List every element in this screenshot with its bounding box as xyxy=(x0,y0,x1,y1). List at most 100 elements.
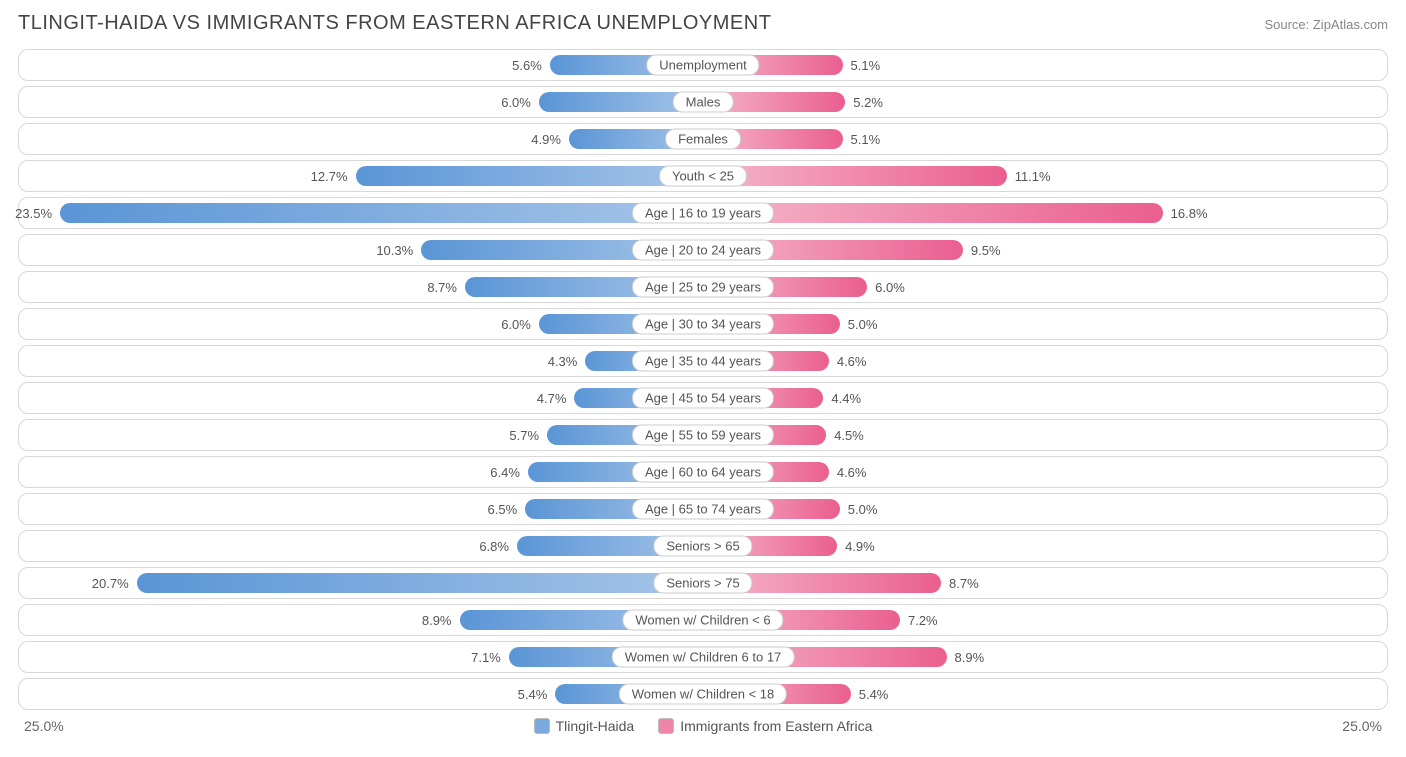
row-right-half: 4.4% xyxy=(703,383,1387,413)
bar-right-value: 5.0% xyxy=(840,317,878,332)
chart-row: 4.9% 5.1% Females xyxy=(18,123,1388,155)
row-right-half: 5.0% xyxy=(703,494,1387,524)
bar-right-value: 5.1% xyxy=(843,58,881,73)
bar-right-value: 5.0% xyxy=(840,502,878,517)
bar-right-value: 11.1% xyxy=(1007,169,1051,184)
legend-item-right: Immigrants from Eastern Africa xyxy=(658,718,872,734)
bar-right-value: 4.6% xyxy=(829,465,867,480)
row-left-half: 6.4% xyxy=(19,457,703,487)
bar-left-value: 5.4% xyxy=(518,687,556,702)
row-right-half: 8.9% xyxy=(703,642,1387,672)
bar-right-value: 8.9% xyxy=(947,650,985,665)
axis-left-max: 25.0% xyxy=(24,718,64,734)
bar-left-value: 12.7% xyxy=(311,169,356,184)
row-left-half: 6.8% xyxy=(19,531,703,561)
bar-left-value: 20.7% xyxy=(92,576,137,591)
row-right-half: 5.0% xyxy=(703,309,1387,339)
bar-left-value: 5.7% xyxy=(509,428,547,443)
row-left-half: 6.5% xyxy=(19,494,703,524)
row-left-half: 7.1% xyxy=(19,642,703,672)
bar-left: 12.7% xyxy=(356,166,703,186)
row-right-half: 7.2% xyxy=(703,605,1387,635)
bar-left-value: 6.5% xyxy=(488,502,526,517)
bar-right-value: 6.0% xyxy=(867,280,905,295)
row-left-half: 12.7% xyxy=(19,161,703,191)
row-left-half: 5.7% xyxy=(19,420,703,450)
chart-row: 7.1%8.9%Women w/ Children 6 to 17 xyxy=(18,641,1388,673)
legend-item-left: Tlingit-Haida xyxy=(534,718,635,734)
row-category-label: Females xyxy=(665,129,741,150)
bar-left-value: 10.3% xyxy=(376,243,421,258)
row-right-half: 8.7% xyxy=(703,568,1387,598)
row-right-half: 5.1% xyxy=(703,50,1387,80)
bar-right-value: 5.1% xyxy=(843,132,881,147)
bar-left-value: 5.6% xyxy=(512,58,550,73)
bar-right-value: 4.4% xyxy=(823,391,861,406)
bar-right-value: 5.4% xyxy=(851,687,889,702)
row-left-half: 8.9% xyxy=(19,605,703,635)
legend-swatch-right xyxy=(658,718,674,734)
row-left-half: 4.7% xyxy=(19,383,703,413)
row-category-label: Age | 20 to 24 years xyxy=(632,240,774,261)
legend-label-left: Tlingit-Haida xyxy=(556,718,635,734)
chart-row: 6.0%5.0%Age | 30 to 34 years xyxy=(18,308,1388,340)
row-left-half: 23.5% xyxy=(19,198,703,228)
row-left-half: 6.0% xyxy=(19,309,703,339)
chart-row: 8.9% 7.2% Women w/ Children < 6 xyxy=(18,604,1388,636)
row-left-half: 20.7% xyxy=(19,568,703,598)
bar-right-value: 9.5% xyxy=(963,243,1001,258)
chart-row: 5.7% 4.5% Age | 55 to 59 years xyxy=(18,419,1388,451)
chart-row: 6.5% 5.0% Age | 65 to 74 years xyxy=(18,493,1388,525)
chart-row: 6.0% 5.2%Males xyxy=(18,86,1388,118)
row-category-label: Age | 25 to 29 years xyxy=(632,277,774,298)
bar-right-value: 4.5% xyxy=(826,428,864,443)
bar-left-value: 6.0% xyxy=(501,95,539,110)
row-category-label: Women w/ Children < 6 xyxy=(622,610,783,631)
row-category-label: Age | 45 to 54 years xyxy=(632,388,774,409)
bar-left-value: 6.8% xyxy=(479,539,517,554)
row-left-half: 4.9% xyxy=(19,124,703,154)
row-category-label: Age | 60 to 64 years xyxy=(632,462,774,483)
row-right-half: 6.0% xyxy=(703,272,1387,302)
row-category-label: Seniors > 65 xyxy=(653,536,752,557)
bar-left-value: 4.7% xyxy=(537,391,575,406)
chart-row: 12.7%11.1%Youth < 25 xyxy=(18,160,1388,192)
chart-title: TLINGIT-HAIDA VS IMMIGRANTS FROM EASTERN… xyxy=(18,12,771,35)
chart-header: TLINGIT-HAIDA VS IMMIGRANTS FROM EASTERN… xyxy=(18,12,1388,35)
chart-footer: 25.0% Tlingit-Haida Immigrants from East… xyxy=(18,718,1388,734)
bar-left-value: 4.9% xyxy=(531,132,569,147)
row-right-half: 4.6% xyxy=(703,346,1387,376)
bar-right: 11.1% xyxy=(703,166,1007,186)
chart-row: 6.8%4.9%Seniors > 65 xyxy=(18,530,1388,562)
row-right-half: 5.2% xyxy=(703,87,1387,117)
chart-source: Source: ZipAtlas.com xyxy=(1264,17,1388,32)
bar-right-value: 7.2% xyxy=(900,613,938,628)
diverging-bar-chart: 5.6% 5.1% Unemployment 6.0% 5.2%Males 4.9% 5.1… xyxy=(18,49,1388,710)
row-category-label: Unemployment xyxy=(646,55,759,76)
row-right-half: 5.4% xyxy=(703,679,1387,709)
chart-row: 8.7% 6.0% Age | 25 to 29 years xyxy=(18,271,1388,303)
bar-left-value: 6.0% xyxy=(501,317,539,332)
row-right-half: 9.5% xyxy=(703,235,1387,265)
row-left-half: 6.0% xyxy=(19,87,703,117)
bar-left-value: 23.5% xyxy=(15,206,60,221)
chart-row: 4.7% 4.4% Age | 45 to 54 years xyxy=(18,382,1388,414)
row-left-half: 8.7% xyxy=(19,272,703,302)
row-category-label: Age | 65 to 74 years xyxy=(632,499,774,520)
row-right-half: 11.1% xyxy=(703,161,1387,191)
chart-row: 5.4% 5.4% Women w/ Children < 18 xyxy=(18,678,1388,710)
bar-left-value: 8.7% xyxy=(427,280,465,295)
row-category-label: Seniors > 75 xyxy=(653,573,752,594)
row-category-label: Age | 55 to 59 years xyxy=(632,425,774,446)
row-category-label: Women w/ Children < 18 xyxy=(619,684,787,705)
row-left-half: 5.6% xyxy=(19,50,703,80)
row-category-label: Youth < 25 xyxy=(659,166,747,187)
bar-left-value: 4.3% xyxy=(548,354,586,369)
chart-row: 6.4% 4.6% Age | 60 to 64 years xyxy=(18,456,1388,488)
chart-legend: Tlingit-Haida Immigrants from Eastern Af… xyxy=(534,718,873,734)
row-category-label: Age | 35 to 44 years xyxy=(632,351,774,372)
bar-right-value: 4.6% xyxy=(829,354,867,369)
row-category-label: Males xyxy=(673,92,734,113)
chart-row: 10.3% 9.5% Age | 20 to 24 years xyxy=(18,234,1388,266)
legend-swatch-left xyxy=(534,718,550,734)
